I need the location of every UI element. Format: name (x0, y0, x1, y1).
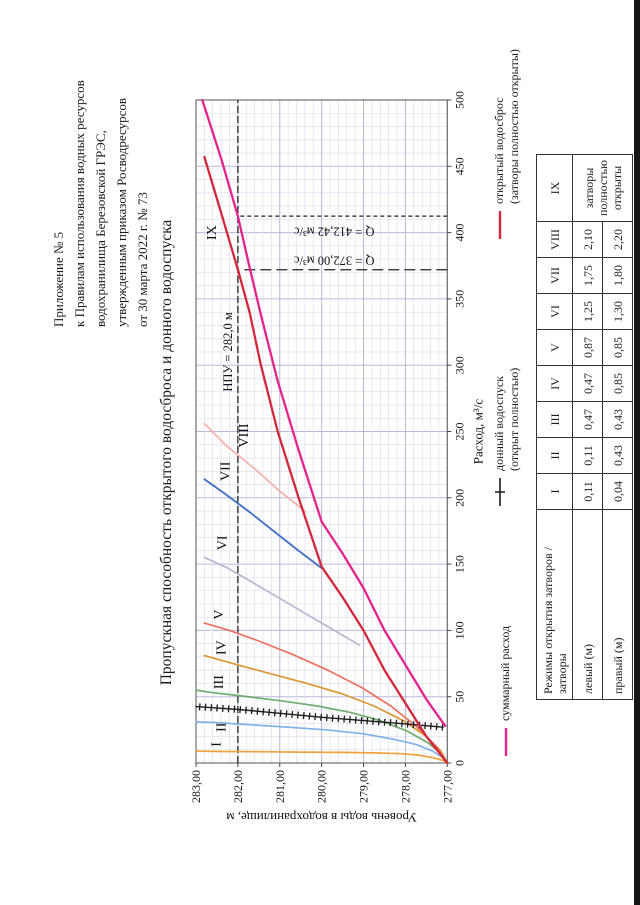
gate-opening-table: Режимы открытия затворов / затворы I II III I… (536, 154, 633, 700)
table-cell: 0,04 (602, 473, 633, 510)
q-label: Q = 372,00 м³/с (294, 253, 375, 267)
curve-VI (203, 556, 361, 646)
table-cell: 0,11 (572, 473, 603, 510)
x-axis-tick-label: 450 (452, 157, 466, 175)
table-column-header-III: III (536, 401, 573, 438)
x-axis-tick-label: 200 (452, 489, 466, 507)
table-cell: 1,75 (572, 257, 603, 294)
table-column-header-VII: VII (536, 257, 573, 294)
curve-label-V: V (212, 609, 227, 619)
curve-II (195, 721, 449, 764)
chart: 0 50 100 150 200 250 300 350 400 450 500 277,00 278,… (186, 45, 501, 855)
curve-label-IV: IV (214, 640, 229, 655)
x-axis-tick-label: 0 (452, 760, 466, 766)
y-axis-tick-label: 282,00 (231, 770, 245, 803)
x-axis-tick-label: 500 (452, 91, 466, 109)
table-cell: 0,47 (572, 365, 603, 402)
table-column-header-IV: IV (536, 365, 573, 402)
header-line: водохранилища Березовской ГРЭС, (93, 130, 108, 327)
q-label: Q = 412,42 м³/с (294, 224, 375, 238)
table-column-header-V: V (536, 329, 573, 366)
y-axis-tick-label: 280,00 (315, 770, 329, 803)
legend-label: суммарный расход (498, 625, 512, 721)
legend-item: открытый водосброс (затворы полностью отк… (492, 49, 522, 240)
legend-line-marker (498, 211, 502, 239)
table-cell: 0,87 (572, 329, 603, 366)
y-axis-tick-label: 278,00 (398, 770, 412, 803)
table-cell: 2,20 (602, 221, 633, 258)
page-title: Пропускная способность открытого водосбр… (158, 219, 175, 686)
header-line: Приложение № 5 (51, 231, 66, 327)
curve-V (203, 622, 449, 764)
curve-label-IX: IX (205, 225, 220, 240)
x-axis-tick-label: 300 (452, 356, 466, 374)
header-line: от 30 марта 2022 г. № 73 (135, 192, 150, 327)
header-line: утвержденным приказом Росводресурсов (114, 98, 129, 327)
table-column-header-I: I (536, 473, 573, 510)
table-cell: 0,85 (602, 329, 633, 366)
table-column-header-IX: IX (536, 154, 573, 222)
document-header: Приложение № 5 к Правилам использования … (48, 27, 153, 327)
npu-label: НПУ = 282,0 м (221, 312, 235, 391)
x-axis-tick-label: 50 (452, 691, 466, 703)
chart-svg: 0 50 100 150 200 250 300 350 400 450 500 277,00 278,… (189, 91, 485, 825)
table-column-header-VI: VI (536, 293, 573, 330)
x-axis-tick-label: 100 (452, 621, 466, 639)
y-axis-title: Уровень воды в водохранилище, м (226, 810, 417, 825)
curve-label-I: I (209, 742, 224, 747)
table-cell: 0,43 (602, 401, 633, 438)
curve-IX (203, 155, 449, 765)
legend-item: суммарный расход (498, 626, 513, 757)
table-column-header-VIII: VIII (536, 221, 573, 258)
curve-суммарный расход (201, 98, 447, 728)
curve-label-III: III (212, 675, 227, 689)
x-axis-tick-label: 350 (452, 290, 466, 308)
table-row-label: левый (м) (572, 509, 603, 700)
x-axis-title: Расход, м³/с (470, 399, 485, 465)
table-cell: 2,10 (572, 221, 603, 258)
scan-edge-bar (634, 0, 640, 905)
x-axis-tick-label: 400 (452, 224, 466, 242)
curve-label-VIII: VIII (237, 423, 252, 447)
y-axis-tick-label: 277,00 (440, 770, 454, 803)
x-axis-tick-label: 250 (452, 423, 466, 441)
table-cell: 0,43 (602, 437, 633, 474)
table-row-label: правый (м) (602, 509, 633, 700)
curve-I (195, 750, 449, 764)
curve-label-VII: VII (219, 461, 234, 481)
table-corner-header: Режимы открытия затворов / затворы (536, 509, 573, 700)
curve-III (195, 689, 449, 764)
curve-label-VI: VI (216, 535, 231, 550)
legend-label: открытый водосброс (затворы полностью отк… (492, 49, 521, 204)
table-merged-cell-gates-fully-open: затворы полностью открыты (572, 154, 633, 222)
legend-label: донный водоспуск (открыт полностью) (492, 367, 521, 471)
curve-VII (203, 478, 323, 570)
legend-item: донный водоспуск (открыт полностью) (492, 368, 522, 507)
table-column-header-II: II (536, 437, 573, 474)
legend-ticked-line-marker (495, 478, 505, 506)
y-axis-tick-label: 279,00 (357, 770, 371, 803)
header-line: к Правилам использования водных ресурсов (72, 80, 87, 327)
table-cell: 1,25 (572, 293, 603, 330)
curve-VIII (203, 422, 306, 512)
y-axis-tick-label: 283,00 (189, 770, 203, 803)
table-cell: 0,11 (572, 437, 603, 474)
y-axis-tick-label: 281,00 (273, 770, 287, 803)
table-cell: 1,30 (602, 293, 633, 330)
table-cell: 1,80 (602, 257, 633, 294)
table-cell: 0,85 (602, 365, 633, 402)
table-cell: 0,47 (572, 401, 603, 438)
curve-tick-marks-донный водоспуск (195, 703, 444, 731)
curve-label-II: II (214, 722, 229, 732)
legend-line-marker (504, 728, 508, 756)
x-axis-tick-label: 150 (452, 555, 466, 573)
